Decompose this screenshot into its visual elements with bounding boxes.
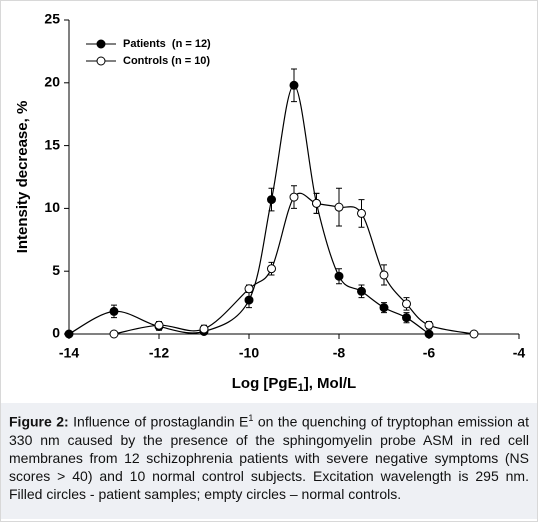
x-tick-label: -8 (333, 345, 346, 361)
data-point (109, 329, 119, 339)
legend-label: Patients (n = 12) (123, 38, 211, 50)
data-point (357, 286, 366, 296)
data-point (402, 313, 411, 323)
x-label-text: Log [PgE (232, 375, 298, 392)
data-point (379, 270, 389, 280)
caption-text: on the quenching of tryptophan emission … (9, 413, 529, 502)
data-point (334, 202, 344, 212)
data-point (244, 295, 254, 305)
x-tick-label: -6 (423, 345, 436, 361)
data-point (154, 320, 164, 330)
data-point (267, 195, 276, 205)
y-tick-label: 0 (52, 325, 60, 341)
legend-marker (96, 56, 106, 66)
y-tick-label: 5 (52, 262, 60, 278)
data-point (199, 324, 209, 334)
y-tick-label: 25 (44, 11, 60, 27)
caption-text: Influence of prostaglandin E (68, 413, 249, 430)
data-point (424, 329, 434, 339)
data-point (289, 192, 299, 202)
data-point (267, 264, 276, 274)
x-label-rest: ], Mol/L (304, 375, 357, 392)
chart: Intensity decrease, % Log [PgE1], Mol/L … (14, 11, 526, 394)
caption-label: Figure 2: (9, 413, 69, 430)
legend-label: Controls (n = 10) (123, 55, 210, 67)
caption-sup: 1 (248, 413, 254, 423)
x-label-sub: 1 (298, 382, 304, 394)
caption: Figure 2: Influence of prostaglandin E1 … (1, 403, 537, 519)
y-tick-label: 15 (44, 136, 60, 152)
x-tick-label: -4 (513, 345, 526, 361)
x-tick-label: -10 (239, 345, 259, 361)
legend-marker (96, 39, 106, 49)
series-line (113, 192, 475, 335)
data-point (334, 271, 344, 281)
data-point (109, 306, 119, 316)
x-tick-label: -14 (59, 345, 79, 361)
data-point (357, 208, 366, 218)
y-tick-label: 20 (44, 74, 60, 90)
data-point (64, 329, 74, 339)
y-axis-label: Intensity decrease, % (14, 101, 31, 254)
data-point (244, 284, 254, 294)
x-tick-label: -12 (149, 345, 169, 361)
data-point (289, 80, 299, 90)
x-axis-label: Log [PgE1], Mol/L (232, 375, 356, 394)
data-point (312, 198, 321, 208)
y-tick-label: 10 (44, 199, 60, 215)
data-point (379, 303, 389, 313)
data-point (469, 329, 479, 339)
data-point (402, 299, 411, 309)
data-point (424, 320, 434, 330)
